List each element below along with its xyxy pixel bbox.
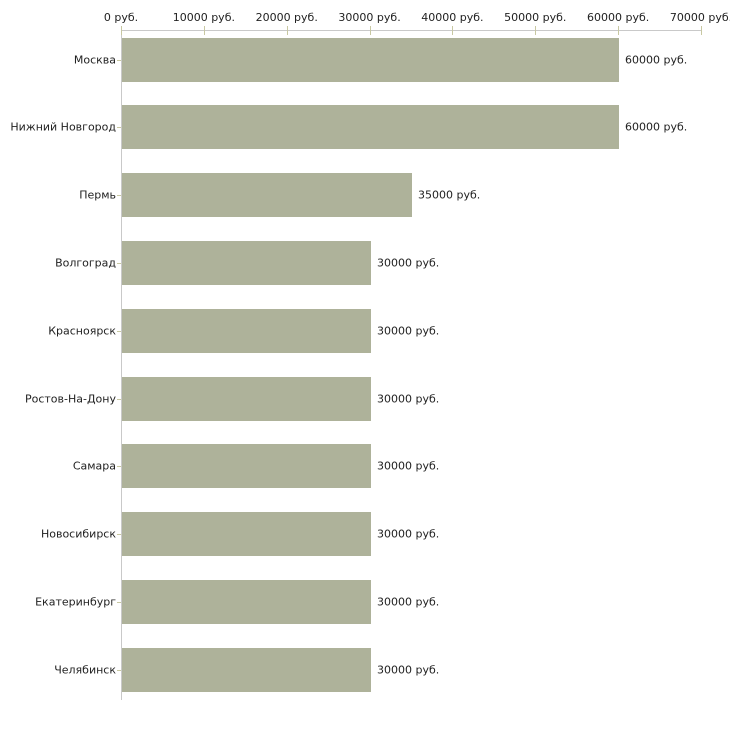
- x-axis-tick-label: 70000 руб.: [669, 11, 730, 24]
- x-axis-tick-label: 30000 руб.: [338, 11, 401, 24]
- x-axis-line: [121, 30, 701, 31]
- category-tick-mark: [117, 669, 121, 671]
- bar: [122, 173, 412, 218]
- bar-row: Волгоград 30000 руб.: [0, 240, 730, 285]
- value-label: 60000 руб.: [625, 120, 688, 134]
- value-label: 30000 руб.: [377, 324, 440, 338]
- value-label: 30000 руб.: [377, 256, 440, 270]
- category-label: Волгоград: [55, 256, 116, 270]
- x-axis-tick-label: 60000 руб.: [587, 11, 650, 24]
- bar: [122, 512, 371, 557]
- category-tick-mark: [117, 127, 121, 129]
- bar: [122, 105, 619, 150]
- category-tick-mark: [117, 195, 121, 197]
- value-label: 30000 руб.: [377, 459, 440, 473]
- x-axis-tick-label: 50000 руб.: [504, 11, 567, 24]
- bar: [122, 376, 371, 421]
- category-tick-mark: [117, 330, 121, 332]
- x-axis-tick-mark: [701, 26, 702, 35]
- category-tick-mark: [117, 262, 121, 264]
- value-label: 30000 руб.: [377, 527, 440, 541]
- bar-row: Москва 60000 руб.: [0, 37, 730, 82]
- bar: [122, 37, 619, 82]
- x-axis-tick-label: 10000 руб.: [172, 11, 235, 24]
- bar-row: Самара 30000 руб.: [0, 444, 730, 489]
- category-label: Самара: [72, 459, 116, 473]
- category-tick-mark: [117, 534, 121, 536]
- x-axis-tick-mark: [618, 26, 620, 35]
- category-label: Екатеринбург: [35, 595, 116, 609]
- bar-row: Нижний Новгород 60000 руб.: [0, 105, 730, 150]
- category-label: Новосибирск: [40, 527, 116, 541]
- bar: [122, 444, 371, 489]
- category-tick-mark: [117, 602, 121, 604]
- x-axis-tick-mark: [369, 26, 371, 35]
- x-axis-tick-mark: [535, 26, 537, 35]
- x-axis-tick-mark: [203, 26, 205, 35]
- bar: [122, 240, 371, 285]
- value-label: 60000 руб.: [625, 53, 688, 66]
- category-label: Пермь: [79, 188, 116, 202]
- bar: [122, 308, 371, 353]
- category-tick-mark: [117, 398, 121, 400]
- x-axis-tick-label: 0 руб.: [103, 11, 139, 24]
- bar-row: Челябинск 30000 руб.: [0, 647, 730, 692]
- x-axis-tick-mark: [452, 26, 454, 35]
- category-label: Челябинск: [54, 663, 116, 677]
- value-label: 35000 руб.: [418, 188, 481, 202]
- bar-row: Красноярск 30000 руб.: [0, 308, 730, 353]
- category-label: Красноярск: [48, 324, 116, 338]
- category-tick-mark: [117, 466, 121, 468]
- category-label: Москва: [73, 53, 116, 66]
- category-label: Ростов-На-Дону: [24, 392, 116, 406]
- category-tick-mark: [117, 59, 121, 61]
- bar-row: Пермь 35000 руб.: [0, 173, 730, 218]
- bar: [122, 580, 371, 625]
- value-label: 30000 руб.: [377, 595, 440, 609]
- category-label: Нижний Новгород: [10, 120, 116, 134]
- bar-row: Ростов-На-Дону 30000 руб.: [0, 376, 730, 421]
- bar: [122, 647, 371, 692]
- x-axis-tick-label: 20000 руб.: [255, 11, 318, 24]
- bar-row: Новосибирск 30000 руб.: [0, 512, 730, 557]
- value-label: 30000 руб.: [377, 663, 440, 677]
- x-axis-tick-mark: [121, 26, 122, 35]
- x-axis-tick-label: 40000 руб.: [421, 11, 484, 24]
- y-axis-line: [121, 30, 122, 700]
- value-label: 30000 руб.: [377, 392, 440, 406]
- x-axis-tick-mark: [286, 26, 288, 35]
- bar-row: Екатеринбург 30000 руб.: [0, 580, 730, 625]
